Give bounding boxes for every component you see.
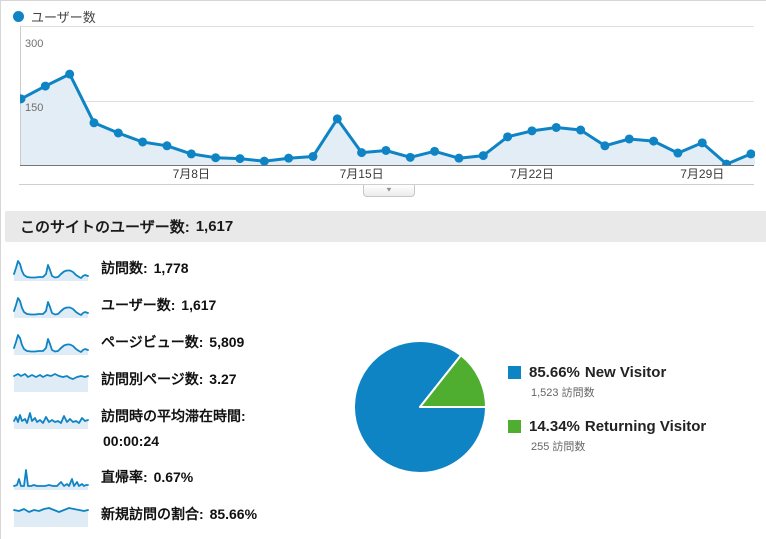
metrics-list: 訪問数: 1,778 ユーザー数: 1,617 ページビュー数: 5,809 bbox=[13, 256, 353, 539]
metric-text: ユーザー数: 1,617 bbox=[101, 293, 216, 318]
svg-text:150: 150 bbox=[25, 102, 43, 114]
svg-text:7月29日: 7月29日 bbox=[680, 167, 724, 181]
metric-text: 新規訪問の割合: 85.66% bbox=[101, 502, 257, 527]
new-visitor-swatch-icon bbox=[508, 366, 521, 379]
svg-text:7月22日: 7月22日 bbox=[510, 167, 554, 181]
metric-sparkline-icon bbox=[13, 334, 89, 355]
pie-legend: 85.66% New Visitor 1,523 訪問数 14.34% Return… bbox=[508, 364, 763, 472]
metric-sparkline-icon bbox=[13, 507, 89, 527]
new-visitor-percent: 85.66% bbox=[529, 364, 580, 381]
metric-value: 3.27 bbox=[209, 371, 237, 387]
metric-value: 1,617 bbox=[181, 297, 217, 313]
visitors-line-chart: 150 300 7月8日 7月15日 7月22日 7月29日 bbox=[20, 26, 755, 181]
new-visitor-name: New Visitor bbox=[584, 364, 667, 381]
metric-text: 訪問数: 1,778 bbox=[101, 256, 189, 281]
summary-value: 1,617 bbox=[195, 218, 234, 235]
metric-label: ユーザー数: bbox=[101, 297, 176, 313]
chart-legend-label: ユーザー数 bbox=[31, 10, 96, 25]
svg-text:7月8日: 7月8日 bbox=[173, 167, 210, 181]
metric-label: 訪問時の平均滞在時間: bbox=[101, 408, 246, 424]
metric-row: 訪問数: 1,778 bbox=[13, 256, 353, 282]
metric-row: ページビュー数: 5,809 bbox=[13, 330, 353, 356]
metric-text: 訪問時の平均滞在時間: 00:00:24 bbox=[101, 404, 306, 454]
metric-sparkline-icon bbox=[13, 373, 89, 392]
chevron-down-icon: ▼ bbox=[385, 186, 393, 194]
metric-sparkline-icon bbox=[13, 412, 89, 429]
metric-label: 訪問数: bbox=[101, 260, 148, 276]
metric-value: 00:00:24 bbox=[103, 433, 160, 449]
svg-text:7月15日: 7月15日 bbox=[340, 167, 384, 181]
metric-text: 直帰率: 0.67% bbox=[101, 465, 193, 490]
pie-legend-item-returning-visitor: 14.34% Returning Visitor 255 訪問数 bbox=[508, 418, 763, 454]
metric-text: ページビュー数: 5,809 bbox=[101, 330, 244, 355]
chart-legend: ユーザー数 bbox=[13, 7, 96, 26]
metric-label: 新規訪問の割合: bbox=[101, 506, 204, 522]
chart-collapse-tab[interactable]: ▼ bbox=[363, 185, 415, 197]
visitor-type-pie-chart bbox=[353, 340, 487, 474]
returning-visitor-swatch-icon bbox=[508, 420, 521, 433]
summary-label: このサイトのユーザー数: bbox=[20, 219, 190, 236]
returning-visitor-percent: 14.34% bbox=[529, 418, 580, 435]
summary-bar: このサイトのユーザー数: 1,617 bbox=[5, 211, 766, 242]
metric-value: 85.66% bbox=[209, 506, 258, 522]
metric-value: 0.67% bbox=[153, 469, 194, 485]
svg-text:300: 300 bbox=[25, 38, 43, 50]
metric-label: 直帰率: bbox=[101, 469, 148, 485]
returning-visitor-visits: 255 訪問数 bbox=[531, 441, 586, 453]
new-visitor-visits: 1,523 訪問数 bbox=[531, 387, 595, 399]
series-dot-icon bbox=[13, 11, 24, 22]
metric-row: 訪問別ページ数: 3.27 bbox=[13, 367, 353, 393]
metric-row: 新規訪問の割合: 85.66% bbox=[13, 502, 353, 528]
returning-visitor-name: Returning Visitor bbox=[584, 418, 707, 435]
pie-legend-item-new-visitor: 85.66% New Visitor 1,523 訪問数 bbox=[508, 364, 763, 400]
metric-label: ページビュー数: bbox=[101, 334, 204, 350]
metric-sparkline-icon bbox=[13, 297, 89, 318]
metric-sparkline-icon bbox=[13, 260, 89, 281]
metric-value: 5,809 bbox=[209, 334, 245, 350]
metric-label: 訪問別ページ数: bbox=[101, 371, 204, 387]
metric-value: 1,778 bbox=[153, 260, 189, 276]
metric-row: 直帰率: 0.67% bbox=[13, 465, 353, 491]
metric-text: 訪問別ページ数: 3.27 bbox=[101, 367, 237, 392]
metric-row: ユーザー数: 1,617 bbox=[13, 293, 353, 319]
chart-divider bbox=[19, 184, 754, 185]
metric-row: 訪問時の平均滞在時間: 00:00:24 bbox=[13, 404, 353, 454]
metric-sparkline-icon bbox=[13, 469, 89, 490]
